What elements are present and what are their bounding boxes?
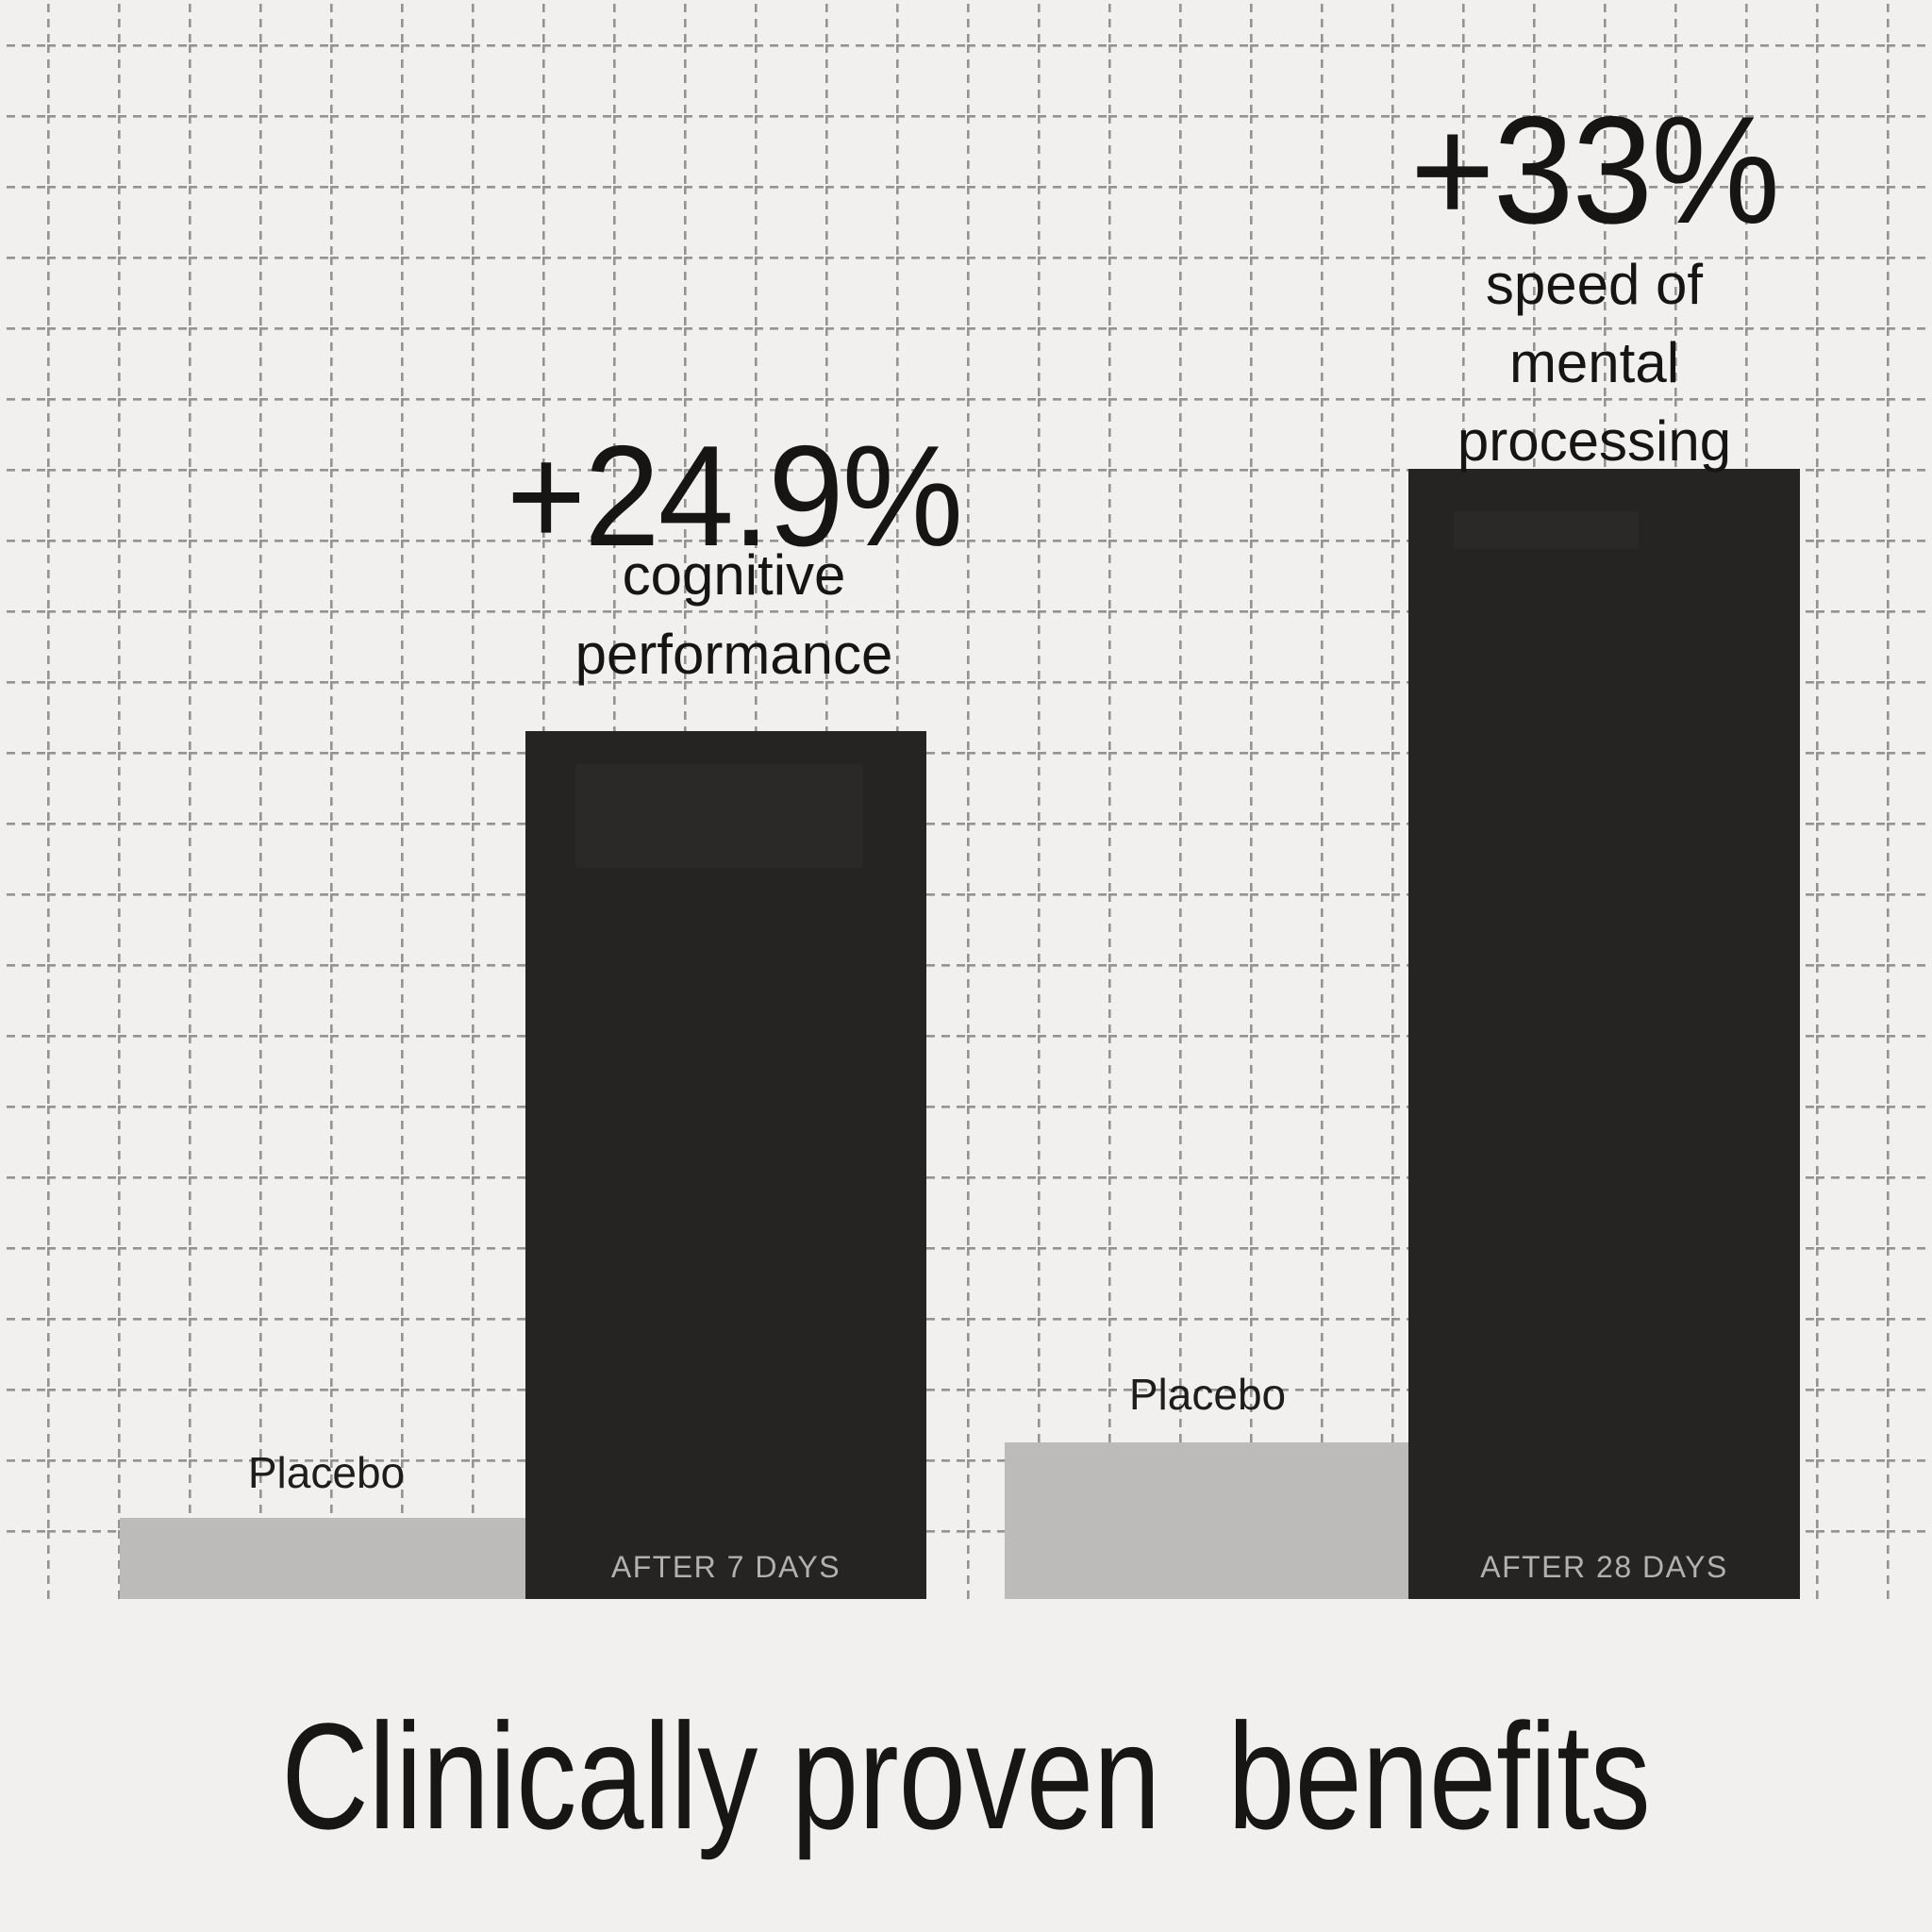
annotation-label-cognitive: cognitive performance: [575, 543, 893, 686]
bar-product-28days: AFTER 28 DAYS: [1408, 469, 1800, 1599]
placebo-label-left: Placebo: [247, 1448, 406, 1497]
annotation-label-speed: speed of mental processing: [1457, 253, 1732, 473]
page-title: Clinically proven benefits: [281, 1691, 1651, 1860]
annotation-value-24-9: +24.9%: [506, 416, 963, 576]
annotation-28days: +33% speed of mental processing: [1311, 94, 1877, 480]
placebo-label-right: Placebo: [1128, 1370, 1287, 1419]
annotation-value-33: +33%: [1409, 85, 1780, 256]
bar-placebo-28days: [1005, 1442, 1408, 1599]
ghost-text-artifact: [575, 764, 863, 868]
bar-placebo-7days: [120, 1518, 525, 1599]
ghost-text-artifact: [1454, 511, 1639, 549]
bar-caption-after-7-days: AFTER 7 DAYS: [610, 1550, 841, 1584]
bar-product-7days: AFTER 7 DAYS: [525, 731, 926, 1599]
bar-caption-after-28-days: AFTER 28 DAYS: [1480, 1550, 1728, 1584]
annotation-7days: +24.9% cognitive performance: [451, 425, 1017, 694]
